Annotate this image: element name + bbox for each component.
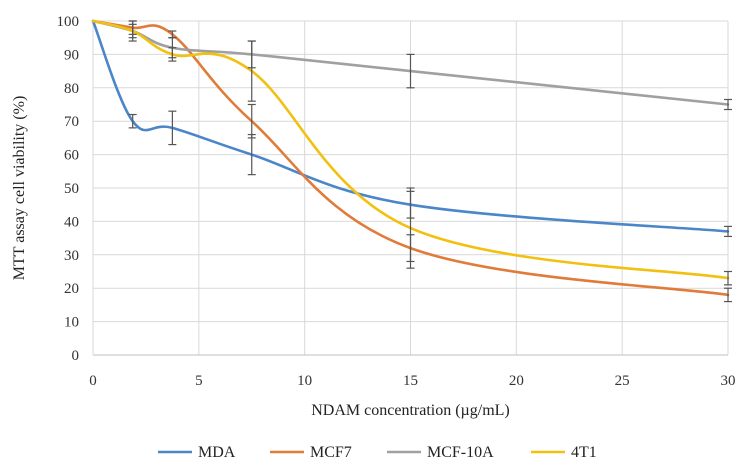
- legend: MDA MCF7 MCF-10A 4T1: [158, 444, 597, 461]
- error-bar-mcf7: [247, 103, 256, 139]
- error-bars: [128, 20, 732, 303]
- legend-label: MCF-10A: [427, 444, 494, 461]
- legend-label: 4T1: [571, 444, 597, 461]
- y-tick-label: 10: [64, 315, 79, 331]
- legend-label: MDA: [198, 444, 236, 461]
- error-bar-4t1: [724, 270, 732, 286]
- x-tick-label: 15: [403, 373, 418, 389]
- x-axis-title: NDAM concentration (µg/mL): [311, 402, 510, 419]
- error-bar-mda: [724, 225, 732, 238]
- y-tick-label: 20: [64, 281, 79, 297]
- y-tick-label: 40: [64, 214, 79, 230]
- legend-item-mcf-10a: MCF-10A: [387, 444, 494, 461]
- error-bar-4t1: [406, 187, 415, 269]
- axes: [92, 21, 728, 356]
- y-tick-label: 90: [64, 47, 79, 63]
- y-tick-label: 70: [64, 114, 79, 130]
- y-tick-label: 30: [64, 248, 79, 264]
- y-tick-label: 100: [57, 14, 80, 30]
- legend-item-4t1: 4T1: [531, 444, 597, 461]
- error-bar-4t1: [247, 40, 256, 102]
- error-bar-4t1: [168, 47, 177, 62]
- legend-label: MCF7: [310, 444, 352, 461]
- y-axis-title: MTT assay cell viability (%): [11, 96, 28, 281]
- series-line-4t1: [91, 19, 730, 280]
- error-bar-4t1: [128, 23, 137, 39]
- x-tick-label: 20: [509, 373, 524, 389]
- x-tick-label: 0: [89, 373, 97, 389]
- error-bar-mda: [168, 110, 177, 146]
- series-line-mcf7: [91, 19, 730, 297]
- y-tick-label: 80: [64, 81, 79, 97]
- error-bar-mcf-10a: [406, 53, 415, 89]
- x-tick-label: 5: [195, 373, 203, 389]
- error-bar-mda: [128, 113, 137, 129]
- y-tick-label: 60: [64, 148, 79, 164]
- x-tick-label: 30: [721, 373, 736, 389]
- y-tick-label: 50: [64, 181, 79, 197]
- tick-labels: 0 10 20 30 40 50 60 70 80 90 100 0 5 10 15 20 25 30: [57, 14, 736, 389]
- error-bar-mcf-10a: [724, 98, 732, 111]
- error-bar-mcf7: [724, 287, 732, 303]
- x-tick-label: 25: [615, 373, 630, 389]
- legend-item-mcf7: MCF7: [270, 444, 352, 461]
- x-tick-label: 10: [297, 373, 312, 389]
- legend-item-mda: MDA: [158, 444, 236, 461]
- y-tick-label: 0: [72, 348, 80, 364]
